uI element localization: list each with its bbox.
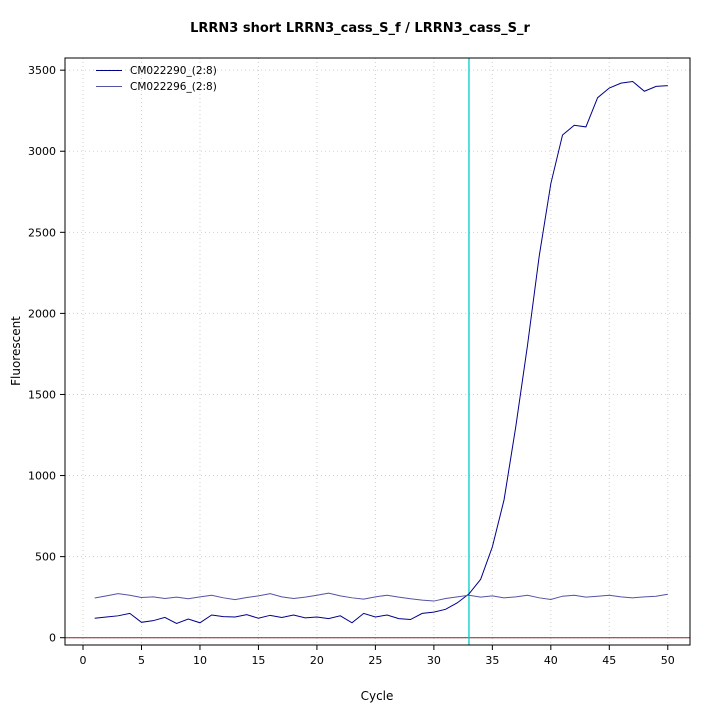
- x-tick-label: 25: [368, 654, 382, 667]
- y-tick-label: 2500: [28, 226, 56, 239]
- x-tick-label: 45: [602, 654, 616, 667]
- series-line-0: [94, 80, 668, 624]
- y-tick-label: 3500: [28, 64, 56, 77]
- x-axis-label: Cycle: [360, 689, 394, 703]
- legend-line-swatch: [96, 86, 122, 87]
- x-tick-label: 5: [138, 654, 145, 667]
- legend-item: CM022296_(2:8): [96, 80, 217, 93]
- grid: [65, 58, 690, 645]
- x-tick-label: 50: [661, 654, 675, 667]
- legend-label: CM022290_(2:8): [130, 64, 217, 77]
- x-tick-label: 30: [427, 654, 441, 667]
- legend-label: CM022296_(2:8): [130, 80, 217, 93]
- y-axis: 0 500 1000 1500 2000 2500 3000 3500: [28, 64, 65, 645]
- x-tick-label: 15: [251, 654, 265, 667]
- legend-item: CM022290_(2:8): [96, 64, 217, 77]
- x-tick-label: 35: [485, 654, 499, 667]
- y-tick-label: 0: [49, 632, 56, 645]
- x-tick-label: 40: [544, 654, 558, 667]
- x-axis: 0 5 10 15 20 25 30 35 40 45 50: [80, 645, 675, 667]
- legend-line-swatch: [96, 70, 122, 71]
- y-tick-label: 1500: [28, 388, 56, 401]
- x-tick-label: 10: [193, 654, 207, 667]
- y-axis-label: Fluorescent: [9, 316, 23, 386]
- y-tick-label: 3000: [28, 145, 56, 158]
- x-tick-label: 20: [310, 654, 324, 667]
- y-tick-label: 500: [35, 551, 56, 564]
- y-tick-label: 2000: [28, 307, 56, 320]
- series-line-1: [94, 592, 668, 602]
- x-tick-label: 0: [80, 654, 87, 667]
- legend: CM022290_(2:8) CM022296_(2:8): [96, 64, 217, 93]
- y-tick-label: 1000: [28, 470, 56, 483]
- chart-title: LRRN3 short LRRN3_cass_S_f / LRRN3_cass_…: [190, 21, 530, 36]
- plot-border: [64, 57, 691, 646]
